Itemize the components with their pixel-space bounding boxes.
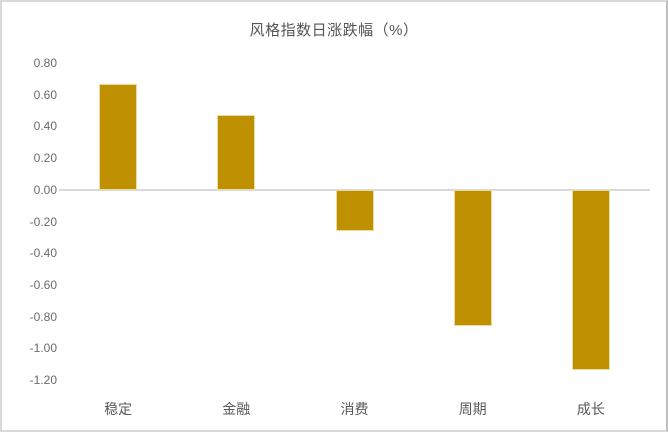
y-axis-tick-label: 0.60 bbox=[33, 87, 57, 102]
y-axis-tick-label: -0.60 bbox=[29, 277, 57, 292]
y-axis-tick-label: -0.20 bbox=[29, 214, 57, 229]
category-label: 消费 bbox=[340, 401, 369, 417]
y-axis-tick-label: 0.80 bbox=[33, 56, 57, 70]
y-axis-tick-label: -0.80 bbox=[29, 309, 57, 324]
y-axis-tick-label: 0.40 bbox=[33, 119, 57, 134]
bar-金融 bbox=[217, 115, 256, 190]
bar-成长 bbox=[571, 189, 610, 371]
y-axis-tick-label: -1.00 bbox=[29, 341, 57, 356]
category-label: 周期 bbox=[458, 401, 487, 417]
bar-周期 bbox=[453, 189, 492, 327]
category-label: 成长 bbox=[576, 401, 605, 417]
category-label: 稳定 bbox=[104, 401, 133, 417]
y-axis-tick-label: -0.40 bbox=[29, 246, 57, 261]
category-label: 金融 bbox=[222, 401, 251, 417]
chart-title: 风格指数日涨跌幅（%） bbox=[249, 22, 419, 39]
y-axis-tick-label: 0.00 bbox=[33, 182, 57, 197]
bar-稳定 bbox=[99, 83, 138, 190]
y-axis-tick-label: -1.20 bbox=[29, 373, 57, 387]
y-axis-tick-label: 0.20 bbox=[33, 151, 57, 166]
bar-消费 bbox=[335, 189, 374, 231]
